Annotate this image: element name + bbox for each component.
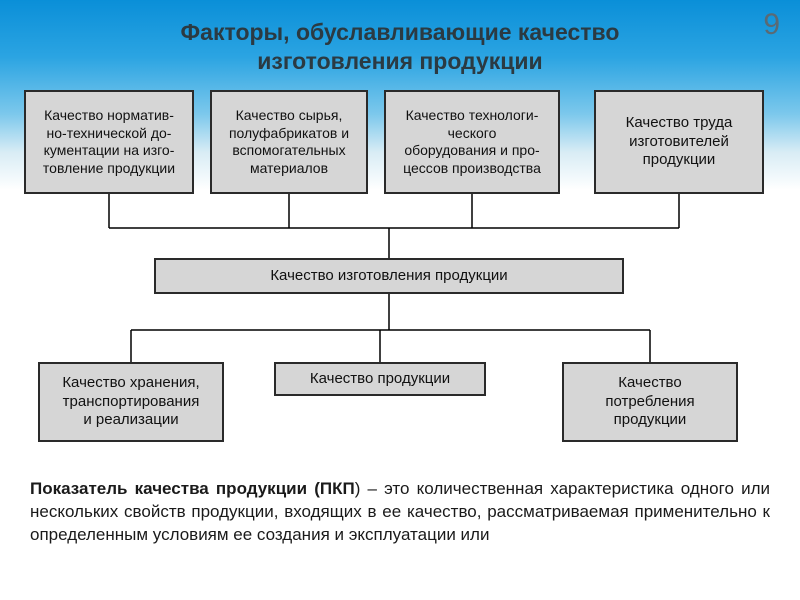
title-line-1: Факторы, обуславливающие качество [181,19,620,45]
diagram-node: Качество хранения,транспортированияи реа… [38,362,224,442]
slide-title: Факторы, обуславливающие качество изгото… [80,18,720,76]
diagram-node: Качество трудаизготовителейпродукции [594,90,764,194]
body-paragraph: Показатель качества продукции (ПКП) – эт… [30,478,770,547]
title-line-2: изготовления продукции [257,48,542,74]
diagram-node: Качество норматив-но-технической до-куме… [24,90,194,194]
body-term: Показатель качества продукции (ПКП [30,479,355,498]
diagram-node: Качество продукции [274,362,486,396]
page-number: 9 [763,8,780,42]
diagram-node: Качество изготовления продукции [154,258,624,294]
diagram-node: Качество технологи-ческогооборудования и… [384,90,560,194]
diagram-node: Качествопотребленияпродукции [562,362,738,442]
diagram-node: Качество сырья,полуфабрикатов ивспомогат… [210,90,368,194]
